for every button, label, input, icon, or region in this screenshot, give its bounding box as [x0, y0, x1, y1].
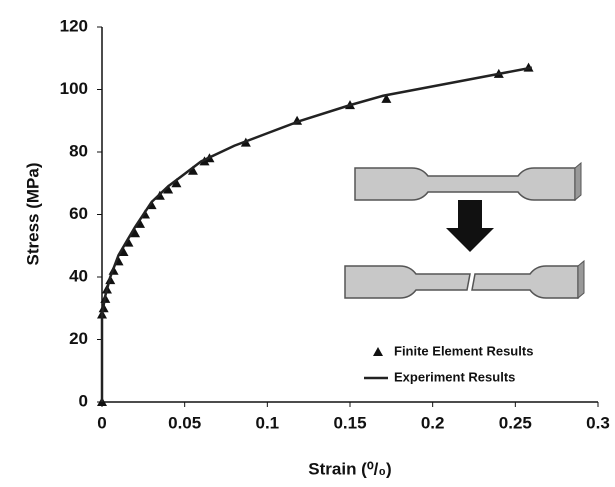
- broken-specimen-right: [471, 265, 579, 299]
- y-tick-label: 60: [69, 204, 88, 223]
- legend-label: Finite Element Results: [394, 343, 533, 358]
- specimen-side: [574, 161, 582, 202]
- marker: [171, 178, 182, 188]
- y-axis-label: Stress (MPa): [23, 163, 42, 266]
- line: [100, 66, 533, 402]
- specimen: [354, 167, 576, 201]
- x-tick-label: 0.25: [499, 413, 532, 432]
- y-tick-label: 120: [60, 16, 88, 35]
- legend-label: Experiment Results: [394, 369, 515, 384]
- marker: [187, 165, 198, 175]
- x-tick-label: 0.1: [256, 413, 280, 432]
- x-tick-label: 0.05: [168, 413, 201, 432]
- arrow: [446, 200, 494, 252]
- x-tick-label: 0.3: [586, 413, 610, 432]
- y-tick-label: 20: [69, 329, 88, 348]
- x-axis-label: Strain (⁰/₀): [308, 459, 391, 478]
- x-tick-label: 0.2: [421, 413, 445, 432]
- y-tick-label: 80: [69, 141, 88, 160]
- marker: [130, 228, 141, 238]
- marker: [163, 184, 174, 194]
- legend-marker: [373, 347, 383, 356]
- broken-specimen-left: [344, 265, 471, 299]
- y-tick-label: 100: [60, 79, 88, 98]
- specimen-diagram: [344, 161, 585, 300]
- marker: [381, 93, 392, 103]
- marker: [118, 247, 129, 256]
- specimen-side: [577, 259, 585, 300]
- y-tick-label: 40: [69, 266, 88, 285]
- x-tick-label: 0.15: [333, 413, 366, 432]
- marker: [135, 218, 146, 228]
- y-tick-label: 0: [79, 391, 88, 410]
- x-tick-label: 0: [97, 413, 106, 432]
